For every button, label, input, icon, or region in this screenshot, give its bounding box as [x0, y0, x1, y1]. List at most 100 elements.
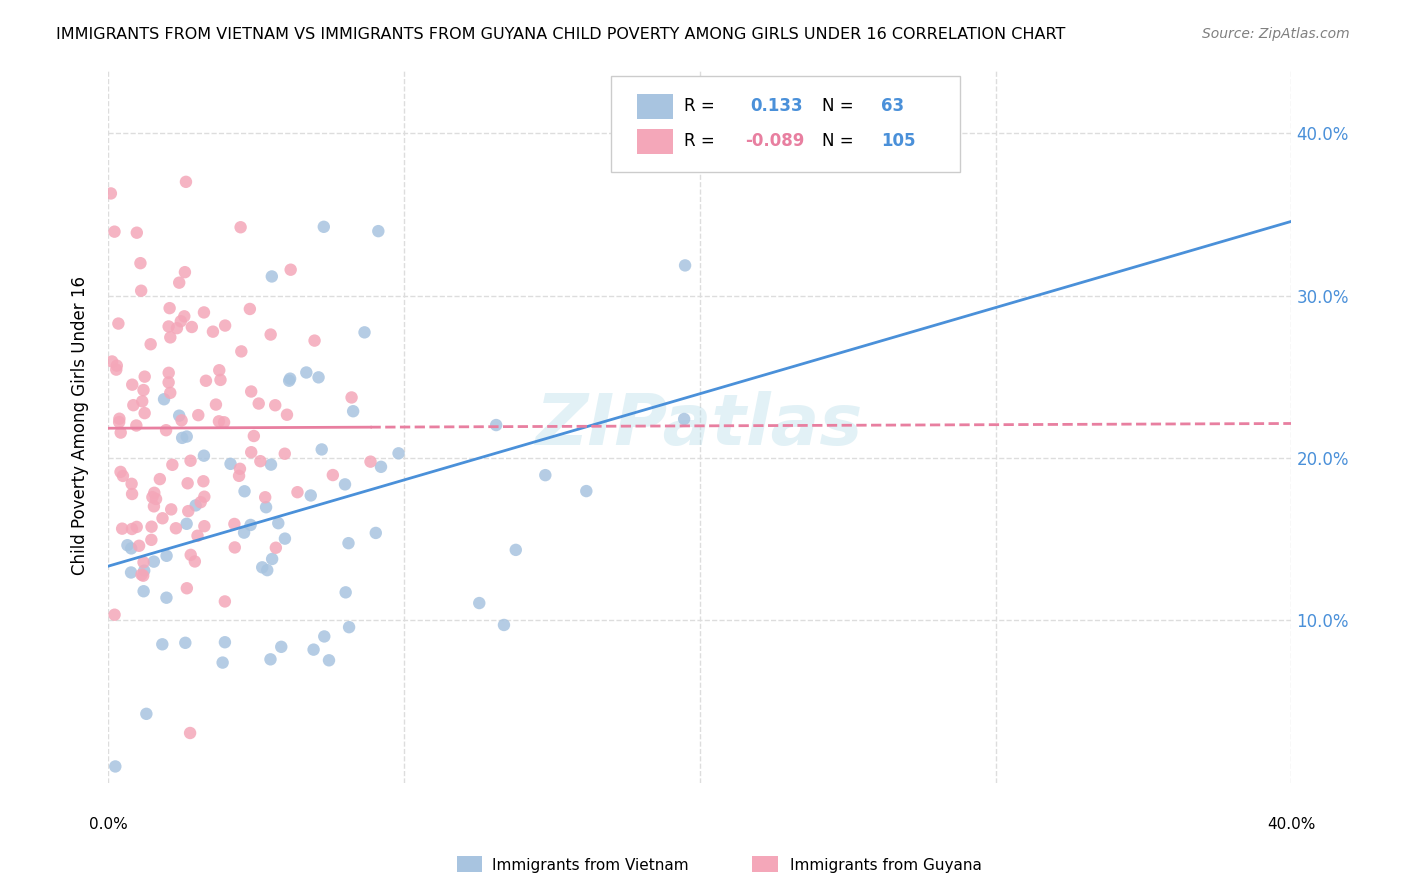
Point	[214, 594, 236, 608]
Point	[278, 372, 301, 386]
Point	[174, 636, 197, 650]
Point	[259, 652, 281, 666]
FancyBboxPatch shape	[612, 76, 960, 172]
Point	[187, 408, 209, 422]
Point	[135, 706, 157, 721]
Point	[224, 541, 246, 555]
Point	[239, 301, 262, 316]
Point	[211, 656, 233, 670]
Point	[159, 385, 181, 400]
Point	[110, 465, 132, 479]
Point	[280, 262, 302, 277]
Point	[129, 256, 152, 270]
Point	[468, 596, 491, 610]
Point	[160, 502, 183, 516]
Text: Immigrants from Vietnam: Immigrants from Vietnam	[492, 858, 689, 872]
Text: R =: R =	[685, 96, 716, 115]
Point	[111, 469, 134, 483]
Point	[121, 522, 143, 536]
Point	[264, 541, 287, 555]
Y-axis label: Child Poverty Among Girls Under 16: Child Poverty Among Girls Under 16	[72, 277, 89, 575]
Text: 63: 63	[880, 96, 904, 115]
Point	[155, 591, 177, 605]
Text: 40.0%: 40.0%	[1267, 817, 1316, 832]
Point	[172, 431, 194, 445]
Point	[139, 337, 162, 351]
Point	[108, 411, 131, 425]
Point	[229, 220, 252, 235]
Point	[485, 418, 508, 433]
Point	[125, 520, 148, 534]
Point	[159, 301, 181, 315]
Point	[132, 555, 155, 569]
Point	[132, 383, 155, 397]
Text: -0.089: -0.089	[745, 132, 804, 151]
Point	[387, 446, 409, 460]
Text: ZIPatlas: ZIPatlas	[536, 391, 863, 460]
Point	[256, 563, 278, 577]
Point	[131, 394, 153, 409]
Point	[107, 317, 129, 331]
Text: R =: R =	[685, 132, 716, 151]
Point	[239, 518, 262, 533]
Point	[193, 449, 215, 463]
Point	[224, 516, 246, 531]
Point	[353, 326, 375, 340]
Point	[105, 359, 128, 373]
Point	[264, 398, 287, 412]
Point	[233, 525, 256, 540]
Point	[184, 499, 207, 513]
Bar	[752, 856, 778, 872]
Point	[240, 445, 263, 459]
Point	[176, 429, 198, 443]
Point	[186, 529, 208, 543]
Point	[492, 618, 515, 632]
Point	[184, 554, 207, 568]
Point	[240, 384, 263, 399]
Point	[333, 477, 356, 491]
Point	[121, 476, 143, 491]
Point	[155, 423, 177, 437]
Point	[177, 504, 200, 518]
Text: 105: 105	[880, 132, 915, 151]
Text: 0.133: 0.133	[751, 96, 803, 115]
Point	[254, 490, 277, 504]
Point	[267, 516, 290, 531]
Point	[145, 491, 167, 506]
Point	[131, 567, 153, 582]
Point	[335, 585, 357, 599]
Point	[121, 377, 143, 392]
Point	[179, 726, 201, 740]
Point	[142, 500, 165, 514]
Point	[505, 542, 527, 557]
Point	[162, 458, 184, 472]
Point	[120, 541, 142, 556]
Point	[152, 511, 174, 525]
Point	[176, 581, 198, 595]
Point	[302, 642, 325, 657]
Point	[260, 269, 283, 284]
Point	[262, 552, 284, 566]
Point	[219, 457, 242, 471]
Point	[229, 462, 252, 476]
Point	[180, 454, 202, 468]
Point	[299, 488, 322, 502]
Point	[174, 175, 197, 189]
Point	[201, 325, 224, 339]
Point	[103, 607, 125, 622]
Point	[176, 476, 198, 491]
Point	[134, 406, 156, 420]
Point	[252, 560, 274, 574]
Point	[159, 330, 181, 344]
Point	[243, 429, 266, 443]
Point	[129, 284, 152, 298]
Text: Immigrants from Guyana: Immigrants from Guyana	[790, 858, 981, 872]
Point	[121, 487, 143, 501]
Text: N =: N =	[821, 96, 853, 115]
Point	[337, 536, 360, 550]
Point	[233, 484, 256, 499]
Point	[100, 186, 122, 201]
Point	[228, 468, 250, 483]
Point	[276, 408, 298, 422]
Point	[209, 373, 232, 387]
